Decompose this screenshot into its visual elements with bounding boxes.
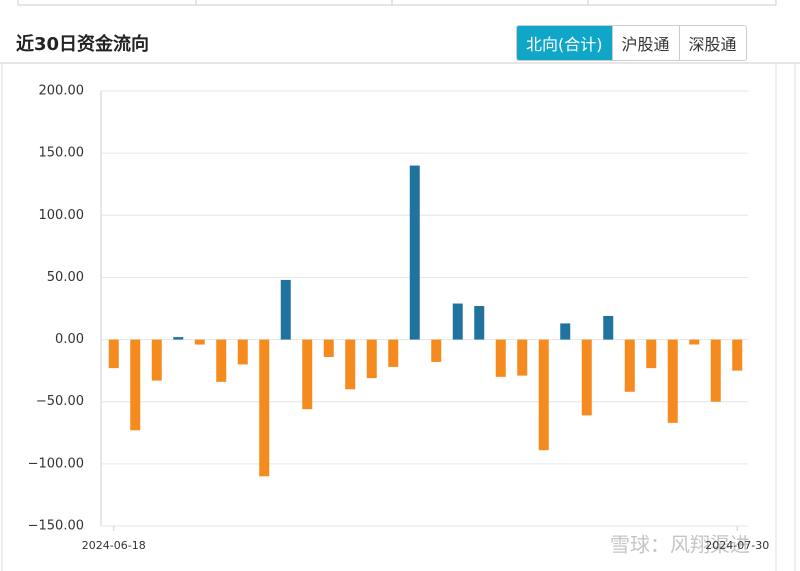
bar [237, 339, 248, 365]
bar [624, 339, 635, 392]
y-tick-label: −100.00 [28, 456, 84, 471]
bar [323, 339, 334, 357]
bar [216, 339, 227, 382]
bar [151, 339, 162, 381]
bar [130, 339, 141, 431]
bar [345, 339, 356, 390]
bar [689, 339, 700, 345]
bar [302, 339, 313, 410]
bar [280, 279, 291, 340]
bar [173, 337, 184, 340]
bar [108, 339, 119, 369]
bar [538, 339, 549, 451]
tab[interactable]: 北向(合计) [517, 26, 612, 60]
y-tick-label: 100.00 [39, 208, 85, 223]
bar [560, 323, 571, 340]
y-tick-label: 150.00 [39, 146, 85, 161]
bar [667, 339, 678, 423]
section-title: 近30日资金流向 [16, 34, 150, 55]
watermark: 雪球：风翔渠进 [610, 533, 750, 557]
bar [431, 339, 442, 362]
bar [517, 339, 528, 376]
bar [409, 165, 420, 340]
bar [603, 315, 614, 340]
x-tick-label: 2024-07-30 [705, 539, 769, 552]
bar [495, 339, 506, 377]
y-tick-label: 50.00 [47, 270, 84, 285]
bar [366, 339, 377, 379]
bar [259, 339, 270, 477]
y-tick-label: −150.00 [28, 519, 84, 534]
y-tick-label: −50.00 [36, 394, 84, 409]
bar [581, 339, 592, 416]
top-strip [17, 0, 777, 6]
bar [474, 306, 485, 340]
tab-group: 北向(合计) 沪股通 深股通 [516, 25, 747, 61]
bar [646, 339, 657, 369]
tab[interactable]: 深股通 [678, 26, 746, 60]
tab[interactable]: 沪股通 [611, 26, 679, 60]
bar [452, 303, 463, 340]
bar [388, 339, 399, 367]
bar [194, 339, 205, 345]
bar [732, 339, 743, 371]
bar [710, 339, 721, 402]
y-tick-label: 200.00 [39, 84, 85, 99]
x-tick-label: 2024-06-18 [82, 539, 146, 552]
y-tick-label: 0.00 [55, 332, 84, 347]
